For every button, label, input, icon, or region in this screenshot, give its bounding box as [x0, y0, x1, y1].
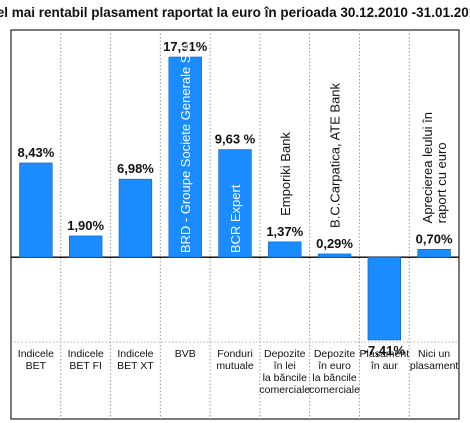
bar: [367, 256, 402, 341]
value-label: -7,41%: [364, 343, 406, 358]
category-label: plasament: [410, 360, 459, 372]
value-label: 8,43%: [17, 145, 54, 160]
bar: [268, 241, 302, 258]
category-label: BET XT: [117, 360, 154, 372]
bar: [68, 235, 103, 258]
value-label: 9,63 %: [215, 132, 256, 147]
value-label: 17,91%: [163, 39, 208, 54]
plot-frame: [10, 29, 460, 420]
value-label: 6,98%: [117, 161, 154, 176]
bar: [317, 253, 352, 258]
category-label: Depozite: [264, 348, 306, 360]
category-label: Plasament: [360, 348, 410, 360]
bar-label: BRD - Groupe Societe Generale S.A.: [178, 39, 193, 254]
chart-title: Cel mai rentabil plasament raportat la e…: [0, 5, 470, 20]
category-label: Depozite: [314, 348, 356, 360]
bar-label: raport cu euro: [434, 142, 449, 223]
bar: [168, 56, 202, 258]
category-label: în aur: [370, 360, 398, 372]
bar: [19, 162, 53, 258]
category-label: în lei: [273, 360, 296, 372]
category-label: în euro: [317, 360, 351, 372]
bar-label: Emporiki Bank: [278, 132, 293, 216]
category-label: Indicele: [68, 348, 104, 360]
category-label: la băncile: [263, 372, 308, 384]
category-label: BVB: [175, 348, 196, 360]
bar: [218, 149, 252, 258]
category-label: la băncile: [312, 372, 357, 384]
category-label: comerciale: [309, 384, 360, 396]
category-label: BET: [26, 360, 47, 372]
category-label: Indicele: [117, 348, 153, 360]
value-label: 1,90%: [67, 218, 104, 233]
bars: [19, 56, 451, 341]
value-label: 0,29%: [316, 236, 353, 251]
bar: [118, 178, 153, 258]
category-label: Fonduri: [217, 348, 253, 360]
category-label: Nici un: [418, 348, 450, 360]
value-label: 1,37%: [266, 224, 303, 239]
category-label: mutuale: [216, 360, 254, 372]
value-label: 0,70%: [416, 231, 453, 246]
bar-label: BCR Expert: [228, 184, 243, 253]
bar-label: B.C.Carpatica, ATE Bank: [328, 82, 343, 227]
bar-label: Aprecierea leului în: [420, 112, 435, 223]
category-label: BET FI: [69, 360, 101, 372]
category-label: Indicele: [18, 348, 54, 360]
bar: [417, 249, 451, 258]
category-label: comerciale: [259, 384, 310, 396]
